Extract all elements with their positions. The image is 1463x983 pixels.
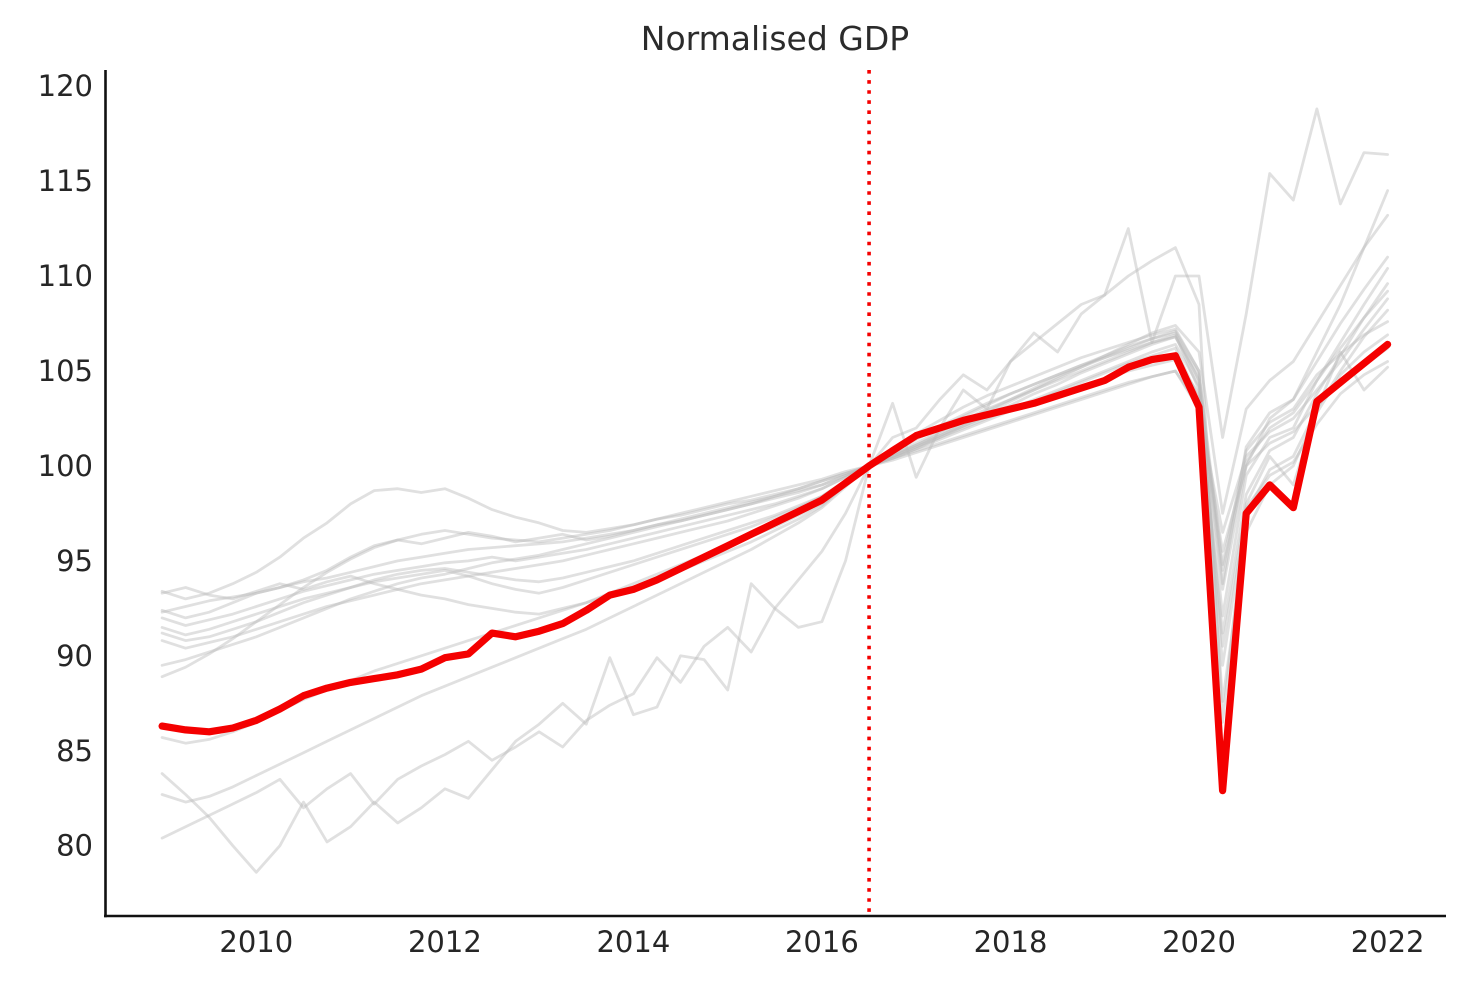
x-tick-label: 2014 <box>596 925 670 959</box>
x-tick-label: 2012 <box>408 925 482 959</box>
axis-spines <box>104 70 1446 918</box>
y-tick-label: 95 <box>56 544 93 578</box>
x-tick-label: 2020 <box>1162 925 1236 959</box>
background-series-polyline <box>160 297 1389 679</box>
y-tick-label: 110 <box>38 259 93 293</box>
x-axis-tick-labels: 2010 2012 2014 2016 2018 2020 2022 <box>219 925 1424 959</box>
background-series-polyline <box>160 289 1389 650</box>
y-tick-label: 120 <box>38 69 93 103</box>
y-tick-label: 105 <box>38 354 93 388</box>
highlighted-series-line <box>158 340 1392 795</box>
y-tick-label: 90 <box>56 639 93 673</box>
background-series-polyline <box>160 327 1389 804</box>
highlighted-series-polyline <box>158 340 1392 795</box>
y-tick-label: 115 <box>38 164 93 198</box>
chart-title: Normalised GDP <box>641 19 909 58</box>
y-tick-label: 80 <box>56 829 93 863</box>
background-series-polyline <box>160 255 1389 627</box>
y-axis-tick-labels: 80 85 90 95 100 105 110 115 120 <box>38 69 93 863</box>
background-series-polyline <box>160 346 1389 614</box>
background-series-polyline <box>160 246 1389 840</box>
x-tick-label: 2018 <box>974 925 1048 959</box>
x-tick-label: 2010 <box>219 925 293 959</box>
x-tick-label: 2022 <box>1351 925 1425 959</box>
background-series-polyline <box>160 189 1389 620</box>
background-series-polyline <box>160 320 1389 616</box>
background-series-polyline <box>160 107 1389 874</box>
background-series-polyline <box>160 213 1389 601</box>
y-tick-label: 85 <box>56 734 93 768</box>
background-series-polyline <box>160 266 1389 642</box>
y-tick-label: 100 <box>38 449 93 483</box>
x-tick-label: 2016 <box>785 925 859 959</box>
